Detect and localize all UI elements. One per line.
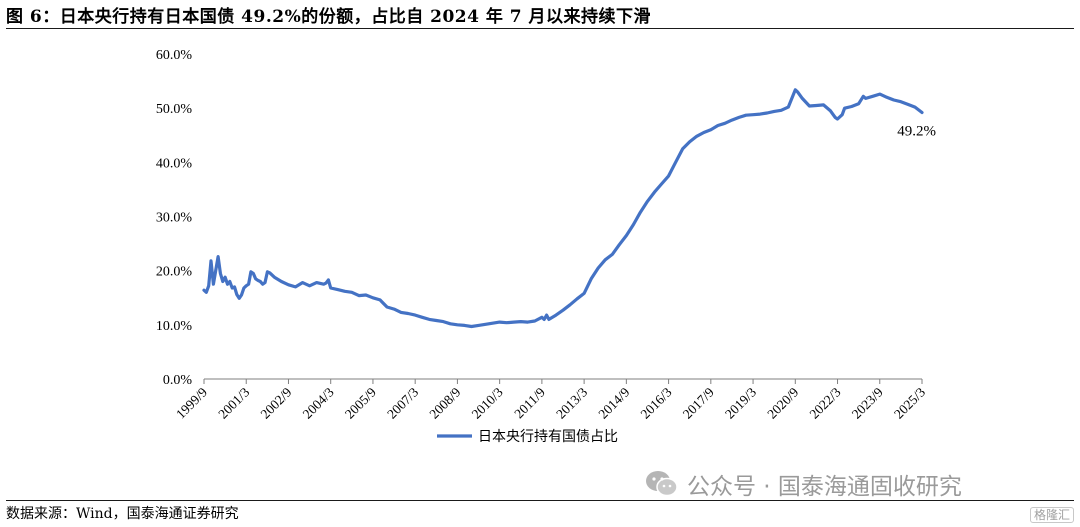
watermark-text: 公众号 · 国泰海通固收研究 xyxy=(687,474,962,500)
x-tick-label: 2025/3 xyxy=(891,384,928,421)
y-tick-label: 40.0% xyxy=(156,156,193,171)
x-tick-label: 2013/3 xyxy=(553,384,590,421)
y-tick-label: 20.0% xyxy=(156,265,193,280)
x-tick-label: 2019/3 xyxy=(722,384,759,421)
y-tick-label: 0.0% xyxy=(163,373,193,388)
x-tick-label: 2010/3 xyxy=(469,384,506,421)
x-tick-label: 2005/9 xyxy=(342,384,379,421)
x-tick-label: 2004/3 xyxy=(300,384,337,421)
y-tick-label: 10.0% xyxy=(156,319,193,334)
x-tick-label: 2022/3 xyxy=(807,384,844,421)
series-line xyxy=(202,88,924,329)
y-tick-label: 30.0% xyxy=(156,211,193,226)
x-axis: 1999/9 2001/3 2002/9 2004/3 2005/9 2007/3 2008… xyxy=(173,378,928,422)
corner-logo: 格隆汇 xyxy=(1029,507,1074,523)
x-tick-label: 2017/9 xyxy=(680,384,717,421)
legend-label: 日本央行持有国债占比 xyxy=(478,429,618,445)
y-tick-label: 60.0% xyxy=(156,48,193,63)
x-tick-label: 1999/9 xyxy=(173,384,210,421)
x-tick-label: 2014/9 xyxy=(595,384,632,421)
x-tick-label: 2002/9 xyxy=(257,384,294,421)
x-tick-label: 2020/9 xyxy=(764,384,801,421)
line-chart: 0.0% 10.0% 20.0% 30.0% 40.0% 50.0% 60.0% 1999/… xyxy=(156,48,936,445)
x-tick-label: 2016/3 xyxy=(638,384,675,421)
figure-title: 图 6：日本央行持有日本国债 49.2%的份额，占比自 2024 年 7 月以来… xyxy=(6,7,652,27)
series-layer: 49.2% xyxy=(202,88,936,329)
legend: 日本央行持有国债占比 xyxy=(437,429,618,445)
bottom-rule xyxy=(6,500,1074,501)
watermark: 公众号 · 国泰海通固收研究 xyxy=(645,467,962,501)
x-tick-label: 2011/9 xyxy=(511,384,548,421)
x-tick-label: 2007/3 xyxy=(384,384,421,421)
top-rule xyxy=(6,28,1074,29)
wechat-icon xyxy=(646,471,678,497)
x-tick-label: 2023/9 xyxy=(849,384,886,421)
y-tick-label: 50.0% xyxy=(156,102,193,117)
y-axis: 0.0% 10.0% 20.0% 30.0% 40.0% 50.0% 60.0% xyxy=(156,48,193,388)
x-tick-label: 2001/3 xyxy=(215,384,252,421)
end-value-label: 49.2% xyxy=(897,124,936,140)
source-note: 数据来源：Wind，国泰海通证券研究 xyxy=(6,506,239,522)
x-tick-label: 2008/9 xyxy=(426,384,463,421)
